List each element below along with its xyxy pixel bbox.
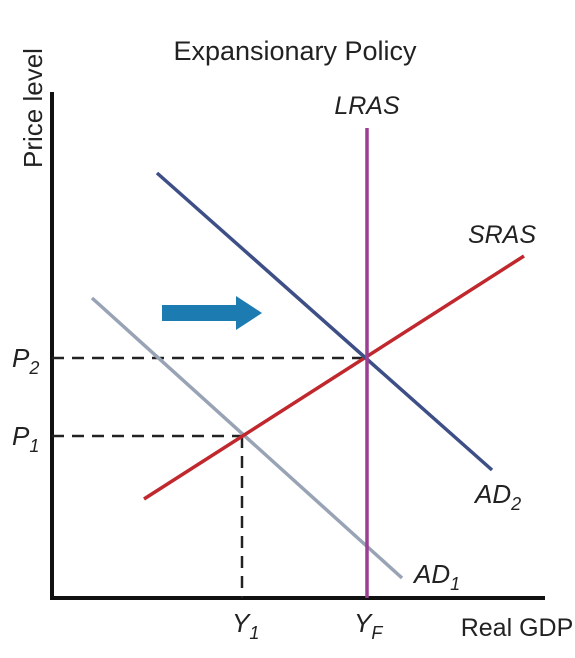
ad1-curve [90,296,404,580]
shift-right-arrow-icon [162,296,262,330]
y-axis-label: Price level [18,48,48,168]
ad2-label: AD2 [473,479,521,514]
p1-tick-label: P1 [12,421,39,456]
yf-tick-label: YF [354,608,383,643]
p2-tick-label: P2 [12,343,39,378]
x-axis-label: Real GDP [461,614,574,642]
sras-curve [143,254,525,501]
ad2-curve [155,171,494,472]
lras-label: LRAS [334,92,400,120]
sras-label: SRAS [468,221,536,249]
ad1-label: AD1 [412,559,460,594]
diagram-title: Expansionary Policy [173,36,417,66]
y1-tick-label: Y1 [232,608,259,643]
